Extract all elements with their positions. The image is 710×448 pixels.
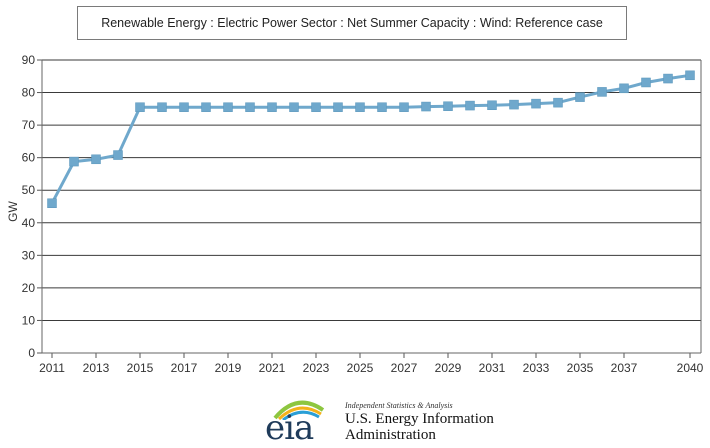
y-axis-label: GW bbox=[6, 201, 20, 222]
chart-title: Renewable Energy : Electric Power Sector… bbox=[77, 6, 627, 40]
data-point bbox=[597, 87, 607, 97]
y-tick-label: 0 bbox=[28, 346, 35, 360]
data-point bbox=[157, 102, 167, 112]
y-tick-label: 30 bbox=[22, 248, 36, 262]
y-tick-label: 60 bbox=[22, 151, 36, 165]
y-tick-label: 90 bbox=[22, 53, 36, 67]
eia-org-name-line1: U.S. Energy Information bbox=[345, 411, 494, 427]
y-axis-ticks: 0 10 20 30 40 50 60 70 80 90 bbox=[22, 53, 42, 360]
y-tick-label: 70 bbox=[22, 118, 36, 132]
data-point bbox=[663, 73, 673, 84]
axes bbox=[41, 60, 702, 354]
x-tick-label: 2029 bbox=[435, 361, 462, 375]
x-tick-label: 2025 bbox=[347, 361, 374, 375]
data-point bbox=[135, 102, 145, 112]
x-tick-label: 2019 bbox=[215, 361, 242, 375]
data-point bbox=[333, 102, 343, 112]
data-point bbox=[509, 99, 519, 110]
y-tick-label: 50 bbox=[22, 183, 36, 197]
data-point bbox=[267, 102, 277, 112]
data-point bbox=[113, 150, 123, 160]
data-point bbox=[179, 102, 189, 112]
data-point bbox=[553, 97, 563, 108]
x-tick-label: 2027 bbox=[391, 361, 418, 375]
y-tick-label: 80 bbox=[22, 86, 36, 100]
data-point bbox=[421, 101, 431, 112]
x-tick-label: 2023 bbox=[303, 361, 330, 375]
data-point bbox=[311, 102, 321, 112]
data-point bbox=[399, 102, 409, 112]
data-point bbox=[223, 102, 233, 112]
x-tick-label: 2013 bbox=[83, 361, 110, 375]
x-tick-label: 2040 bbox=[677, 361, 704, 375]
data-point bbox=[201, 102, 211, 112]
y-tick-label: 40 bbox=[22, 216, 36, 230]
x-tick-label: 2011 bbox=[39, 361, 65, 375]
eia-logo-arc-icon bbox=[273, 400, 325, 420]
series-line bbox=[50, 73, 691, 204]
x-tick-label: 2017 bbox=[171, 361, 198, 375]
x-tick-label: 2033 bbox=[523, 361, 550, 375]
data-point bbox=[465, 100, 475, 111]
data-point bbox=[641, 77, 651, 88]
y-tick-label: 10 bbox=[22, 313, 36, 327]
eia-logo-text: eia bbox=[265, 408, 314, 448]
x-tick-label: 2015 bbox=[127, 361, 154, 375]
x-tick-label: 2037 bbox=[611, 361, 638, 375]
grid-lines bbox=[42, 59, 701, 321]
eia-footer: eia Independent Statistics & Analysis U.… bbox=[265, 398, 525, 448]
data-point bbox=[619, 83, 629, 94]
data-point bbox=[377, 102, 387, 112]
data-point bbox=[289, 102, 299, 112]
series-wind bbox=[47, 70, 695, 208]
data-point bbox=[575, 92, 585, 102]
chart-plot: 0 10 20 30 40 50 60 70 80 90 2011 2013 2015 2017 2019… bbox=[6, 53, 704, 375]
eia-tagline: Independent Statistics & Analysis bbox=[345, 401, 453, 410]
data-point bbox=[443, 101, 453, 111]
data-point bbox=[531, 98, 541, 109]
x-tick-label: 2031 bbox=[479, 361, 506, 375]
data-point bbox=[685, 70, 695, 81]
data-point bbox=[91, 154, 101, 165]
y-tick-label: 20 bbox=[22, 281, 36, 295]
x-axis-ticks: 2011 2013 2015 2017 2019 2021 2023 2025 2027 2029… bbox=[39, 353, 704, 375]
x-tick-label: 2035 bbox=[567, 361, 594, 375]
data-point bbox=[487, 100, 497, 111]
data-point bbox=[47, 198, 57, 208]
data-point bbox=[355, 102, 365, 112]
eia-org-name-line2: Administration bbox=[345, 427, 436, 443]
data-point bbox=[69, 156, 79, 167]
x-tick-label: 2021 bbox=[259, 361, 286, 375]
data-point bbox=[245, 102, 255, 112]
